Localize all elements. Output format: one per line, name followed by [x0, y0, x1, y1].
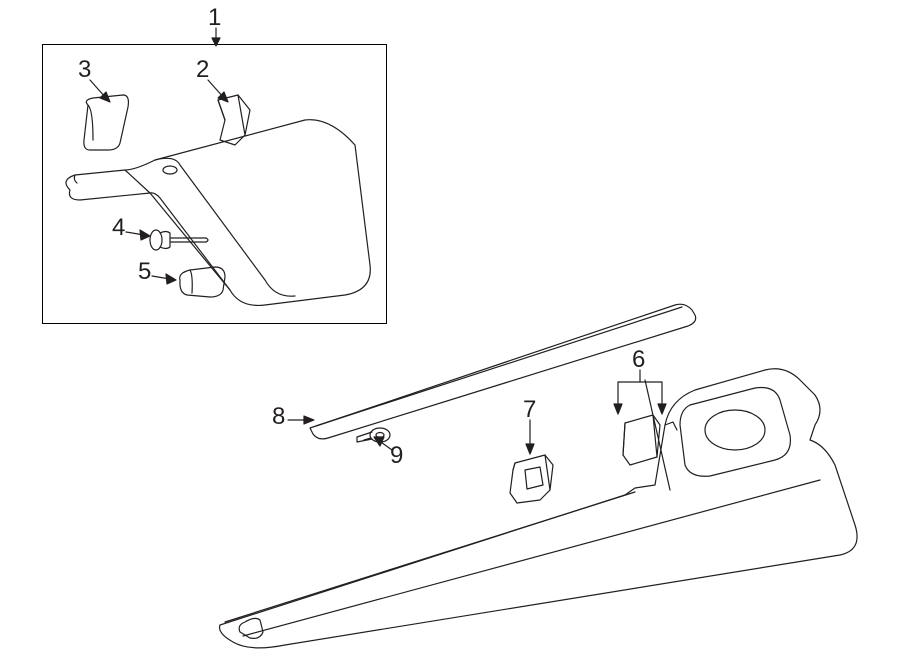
callout-4: 4	[112, 216, 125, 240]
part-pin-4	[148, 225, 213, 255]
arrow-1	[206, 28, 226, 48]
arrow-7	[520, 420, 540, 460]
arrow-5	[152, 270, 180, 288]
part-cover-5	[175, 265, 230, 300]
callout-6: 6	[632, 348, 645, 372]
diagram-canvas: 1 3 2 4 5 6 7 8	[0, 0, 900, 661]
arrow-9	[372, 434, 396, 454]
arrow-3	[88, 78, 118, 108]
callout-1: 1	[208, 6, 221, 30]
arrow-6	[600, 370, 700, 430]
callout-7: 7	[523, 398, 536, 422]
arrow-4	[126, 226, 154, 244]
callout-8: 8	[272, 405, 285, 429]
callout-5: 5	[138, 260, 151, 284]
arrow-2	[206, 78, 236, 108]
arrow-8	[288, 412, 318, 428]
